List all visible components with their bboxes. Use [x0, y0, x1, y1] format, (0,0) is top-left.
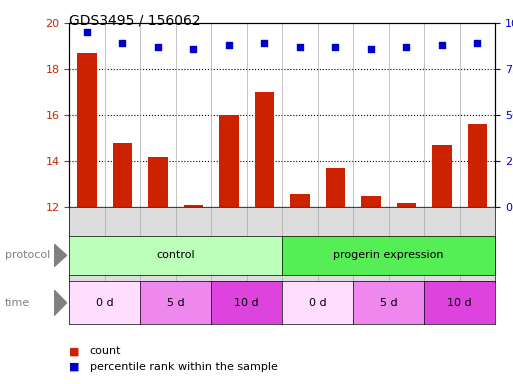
Text: 5 d: 5 d [167, 298, 185, 308]
Point [225, 42, 233, 48]
Polygon shape [54, 244, 67, 267]
Point [331, 44, 340, 50]
Point [296, 44, 304, 50]
Text: 0 d: 0 d [309, 298, 326, 308]
Text: count: count [90, 346, 121, 356]
Bar [467, 124, 487, 207]
Text: percentile rank within the sample: percentile rank within the sample [90, 362, 278, 372]
Point [154, 44, 162, 50]
Text: ■: ■ [69, 346, 80, 356]
Bar [77, 53, 97, 207]
Text: 10 d: 10 d [447, 298, 472, 308]
Bar [184, 205, 203, 207]
Bar [254, 92, 274, 207]
Point [367, 46, 375, 52]
Point [119, 40, 127, 46]
Bar [397, 203, 416, 207]
Text: protocol: protocol [5, 250, 50, 260]
Text: 0 d: 0 d [96, 298, 113, 308]
Polygon shape [54, 290, 67, 316]
Text: 10 d: 10 d [234, 298, 259, 308]
Text: 5 d: 5 d [380, 298, 398, 308]
Point [473, 40, 481, 46]
Bar [219, 115, 239, 207]
Bar [361, 196, 381, 207]
Point [189, 46, 198, 52]
Bar [113, 143, 132, 207]
Bar [326, 168, 345, 207]
Point [83, 29, 91, 35]
Text: control: control [156, 250, 195, 260]
Bar [432, 145, 451, 207]
Text: ■: ■ [69, 362, 80, 372]
Point [438, 42, 446, 48]
Text: time: time [5, 298, 30, 308]
Point [402, 44, 410, 50]
Bar [290, 194, 310, 207]
Text: GDS3495 / 156062: GDS3495 / 156062 [69, 13, 201, 27]
Text: progerin expression: progerin expression [333, 250, 444, 260]
Bar [148, 157, 168, 207]
Point [260, 40, 268, 46]
